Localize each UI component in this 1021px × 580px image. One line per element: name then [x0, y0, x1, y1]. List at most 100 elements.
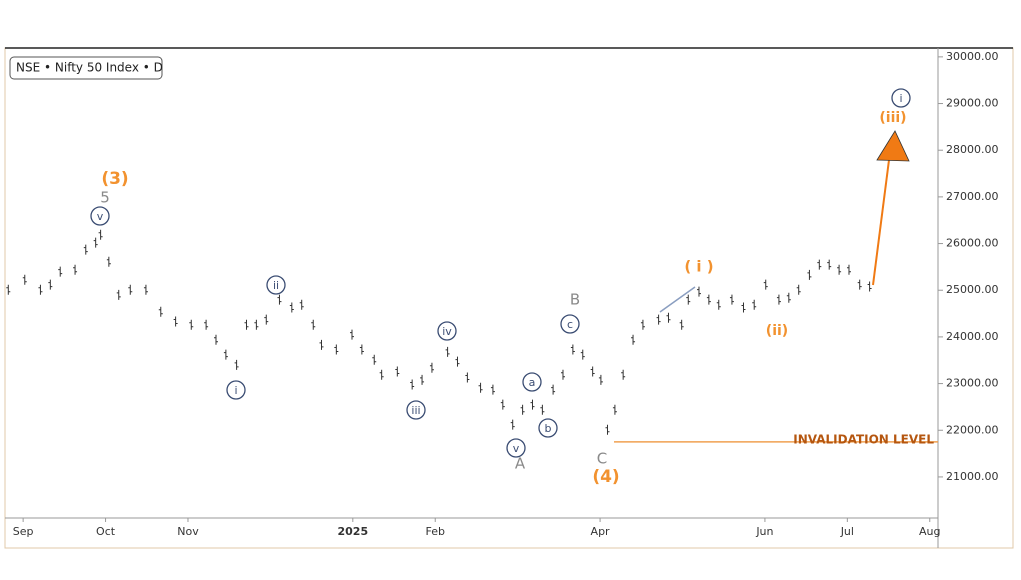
- wave-label: (ii): [766, 323, 788, 339]
- price-bar: [93, 237, 98, 248]
- wave-circle: [226, 380, 246, 400]
- price-bar: [817, 259, 822, 270]
- price-bar: [379, 369, 384, 380]
- price-bar: [311, 319, 316, 330]
- price-bar: [560, 369, 565, 380]
- price-bar: [48, 279, 53, 290]
- wave-label: 5: [100, 189, 110, 207]
- wave-label: iii: [411, 404, 420, 417]
- price-bar: [786, 292, 791, 303]
- price-bar: [277, 294, 282, 305]
- price-bar: [696, 286, 701, 297]
- price-bar: [143, 284, 148, 295]
- arrow: [872, 159, 890, 286]
- price-bar: [349, 329, 354, 340]
- price-bar: [857, 279, 862, 290]
- arrow-head: [876, 130, 910, 162]
- frame: [4, 47, 1014, 549]
- wave-circle: [891, 88, 911, 108]
- price-bar: [455, 356, 460, 367]
- wave-label: v: [97, 210, 104, 223]
- price-bar: [6, 284, 11, 295]
- price-bar: [395, 366, 400, 377]
- y-tick-label: 24000.00: [946, 330, 999, 343]
- price-bar: [429, 362, 434, 373]
- price-bar: [334, 344, 339, 355]
- price-bar: [551, 384, 556, 395]
- price-bar: [686, 294, 691, 305]
- price-bar: [500, 399, 505, 410]
- price-bar: [520, 404, 525, 415]
- price-bar: [189, 319, 194, 330]
- price-bar: [22, 274, 27, 285]
- price-bar: [223, 349, 228, 360]
- x-tick-label: Nov: [177, 525, 199, 538]
- price-bar: [465, 372, 470, 383]
- price-bar: [666, 312, 671, 323]
- price-bar: [38, 284, 43, 295]
- price-bar: [490, 384, 495, 395]
- price-bar: [410, 379, 415, 390]
- price-bar: [640, 319, 645, 330]
- price-bar: [741, 302, 746, 313]
- wave-label: b: [545, 422, 552, 435]
- x-tick-label: Apr: [591, 525, 611, 538]
- wave-label: i: [234, 384, 237, 397]
- wave-label: A: [515, 455, 526, 473]
- price-bar: [289, 302, 294, 313]
- wave-circle: [266, 275, 286, 295]
- invalidation-label: INVALIDATION LEVEL: [793, 432, 934, 446]
- price-bar: [299, 299, 304, 310]
- price-bar: [254, 319, 259, 330]
- x-tick-label: Feb: [425, 525, 444, 538]
- price-bar: [605, 424, 610, 435]
- price-bar: [158, 306, 163, 317]
- trend-line: [659, 286, 696, 313]
- price-bar: [98, 229, 103, 240]
- wave-label: c: [567, 318, 573, 331]
- wave-circle: [522, 372, 542, 392]
- price-bar: [837, 264, 842, 275]
- price-bar: [752, 299, 757, 310]
- price-bar: [478, 382, 483, 393]
- y-tick-label: 27000.00: [946, 190, 999, 203]
- wave-circle: [437, 321, 457, 341]
- price-bar: [420, 374, 425, 385]
- price-bar: [173, 316, 178, 327]
- price-bar: [128, 284, 133, 295]
- price-bar: [716, 299, 721, 310]
- wave-circle: [538, 418, 558, 438]
- price-bar: [204, 319, 209, 330]
- price-bar: [631, 334, 636, 345]
- price-bar: [73, 264, 78, 275]
- wave-label: v: [513, 442, 520, 455]
- wave-label: ( i ): [684, 258, 713, 276]
- y-tick-label: 29000.00: [946, 97, 999, 110]
- x-tick-label: Oct: [96, 525, 116, 538]
- price-bar: [570, 344, 575, 355]
- price-bar: [540, 404, 545, 415]
- x-tick-label: Sep: [13, 525, 34, 538]
- price-bar: [590, 366, 595, 377]
- y-tick-label: 22000.00: [946, 423, 999, 436]
- price-bar: [319, 339, 324, 350]
- wave-label: (iii): [879, 110, 906, 126]
- price-bar: [612, 404, 617, 415]
- wave-label: i: [899, 92, 902, 105]
- price-bar: [372, 354, 377, 365]
- price-bar: [213, 334, 218, 345]
- price-bar: [598, 374, 603, 385]
- price-bar: [58, 266, 63, 277]
- price-bar: [807, 269, 812, 280]
- wave-label: (3): [101, 169, 128, 189]
- price-bar: [656, 314, 661, 325]
- price-bar: [244, 319, 249, 330]
- y-tick-label: 28000.00: [946, 143, 999, 156]
- x-tick-label: Jul: [840, 525, 854, 538]
- x-tick-label: Aug: [919, 525, 940, 538]
- price-bar: [116, 289, 121, 300]
- price-bar: [359, 344, 364, 355]
- symbol-box: [9, 56, 163, 80]
- price-bar: [706, 294, 711, 305]
- wave-label: iv: [442, 325, 452, 338]
